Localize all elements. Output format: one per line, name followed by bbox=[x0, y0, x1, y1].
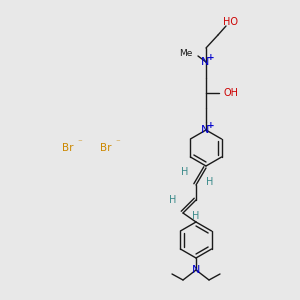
Text: H: H bbox=[192, 211, 200, 221]
Text: OH: OH bbox=[224, 88, 239, 98]
Text: N: N bbox=[201, 57, 209, 67]
Text: HO: HO bbox=[223, 17, 238, 27]
Text: Me: Me bbox=[180, 50, 193, 58]
Text: +: + bbox=[207, 52, 215, 62]
Text: Br: Br bbox=[100, 143, 112, 153]
Text: H: H bbox=[169, 195, 177, 205]
Text: ⁻: ⁻ bbox=[78, 139, 82, 148]
Text: H: H bbox=[181, 167, 189, 177]
Text: +: + bbox=[207, 121, 215, 130]
Text: N: N bbox=[201, 125, 209, 135]
Text: ⁻: ⁻ bbox=[116, 139, 120, 148]
Text: N: N bbox=[192, 265, 200, 275]
Text: H: H bbox=[206, 177, 214, 187]
Text: Br: Br bbox=[62, 143, 74, 153]
